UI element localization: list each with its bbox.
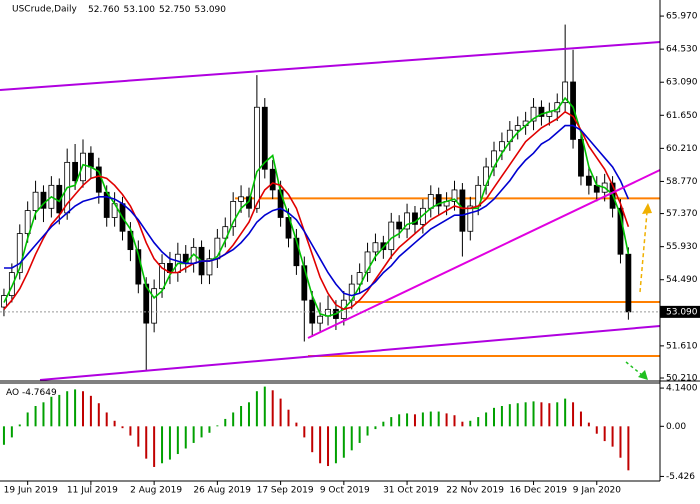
candle-body [459, 189, 466, 232]
y-tick-label: 60.210 [666, 144, 698, 154]
candle-body [269, 168, 276, 191]
candle-body [317, 315, 324, 324]
candle-body [80, 152, 86, 182]
ao-tick-label: 4.1400 [666, 384, 698, 394]
x-tick-label: 17 Sep 2019 [257, 486, 314, 496]
candle-body [364, 251, 371, 274]
ao-tick-label: -5.426 [666, 472, 695, 482]
y-tick-label: 65.970 [666, 12, 698, 22]
candle-body [230, 201, 237, 228]
x-tick-label: 9 Jan 2020 [573, 486, 621, 496]
candle-body [578, 139, 584, 177]
moving-average [3, 110, 630, 311]
candle-body [554, 102, 561, 113]
x-tick-label: 19 Jun 2019 [4, 486, 58, 496]
candle-body [562, 81, 569, 104]
y-tick-label: 63.090 [666, 78, 698, 88]
y-tick-label: 57.370 [666, 209, 698, 219]
current-price-label: 53.090 [666, 307, 698, 317]
candle-body [538, 106, 545, 117]
candle-body [499, 141, 505, 152]
moving-average [4, 124, 630, 297]
candle-body [585, 175, 592, 186]
x-tick-label: 16 Dec 2019 [510, 486, 568, 496]
ao-last: -4.7649 [22, 388, 57, 398]
candle-body [206, 258, 213, 276]
candle-body [253, 106, 260, 209]
up-arrow [639, 211, 648, 293]
candle-body [396, 221, 403, 230]
candle-body [8, 272, 15, 296]
ao-name: AO [6, 388, 19, 398]
candle-body [16, 233, 23, 274]
x-tick-label: 26 Aug 2019 [193, 486, 251, 496]
header-value: 53.100 [124, 5, 156, 15]
channel-upper [0, 41, 661, 91]
header-value: 52.750 [159, 5, 191, 15]
candle-body [356, 272, 363, 285]
candle-body [570, 81, 576, 140]
candle-body [24, 210, 31, 234]
candle-body [222, 226, 229, 239]
ao-tick-label: 0.00 [666, 422, 686, 432]
ao-label: AO -4.7649 [6, 388, 57, 398]
candle-body [159, 263, 165, 290]
candle-body [32, 191, 39, 211]
y-tick-label: 55.930 [666, 242, 698, 252]
moving-average [3, 96, 630, 318]
candle-body [435, 194, 442, 207]
y-tick-label: 54.490 [666, 275, 698, 285]
candle-body [467, 205, 474, 232]
x-tick-label: 31 Oct 2019 [383, 486, 439, 496]
y-tick-label: 64.530 [666, 45, 698, 55]
current-price-box [660, 305, 700, 318]
candle-body [404, 212, 410, 230]
candle-body [40, 191, 47, 209]
candle-body [514, 125, 521, 131]
candle-body [530, 106, 537, 122]
header-ohlc: 52.760 53.100 52.750 53.090 [88, 5, 226, 15]
y-tick-label: 50.210 [666, 374, 698, 384]
candle-body [419, 207, 426, 225]
candle-body [625, 253, 632, 313]
x-tick-label: 9 Oct 2019 [320, 486, 370, 496]
y-tick-label: 58.770 [666, 177, 698, 187]
y-tick-label: 61.650 [666, 111, 698, 121]
candle-body [388, 221, 395, 251]
y-tick-label: 51.610 [666, 341, 698, 351]
x-tick-label: 22 Nov 2019 [446, 486, 504, 496]
header-value: 52.760 [88, 5, 120, 15]
candle-body [261, 106, 268, 170]
main-pane [0, 24, 660, 471]
candle-body [87, 152, 94, 168]
overlay: 65.970 64.530 63.090 61.650 60.210 58.770 57.3… [4, 12, 700, 496]
candle-body [151, 288, 158, 324]
candle-body [238, 196, 244, 202]
channel-lower [39, 325, 661, 381]
header-value: 53.090 [195, 5, 227, 15]
up-arrow-head [642, 203, 652, 214]
candle-body [412, 212, 418, 225]
down-arrow-head [638, 370, 648, 380]
x-tick-label: 2 Aug 2019 [130, 486, 182, 496]
candle-body [427, 194, 434, 209]
candle-body [451, 189, 458, 202]
candle-body [372, 242, 379, 253]
x-tick-label: 11 Jul 2019 [67, 486, 118, 496]
support-trendline [307, 169, 661, 339]
candle-body [72, 161, 78, 182]
symbol: USCrude,Daily [12, 5, 78, 15]
